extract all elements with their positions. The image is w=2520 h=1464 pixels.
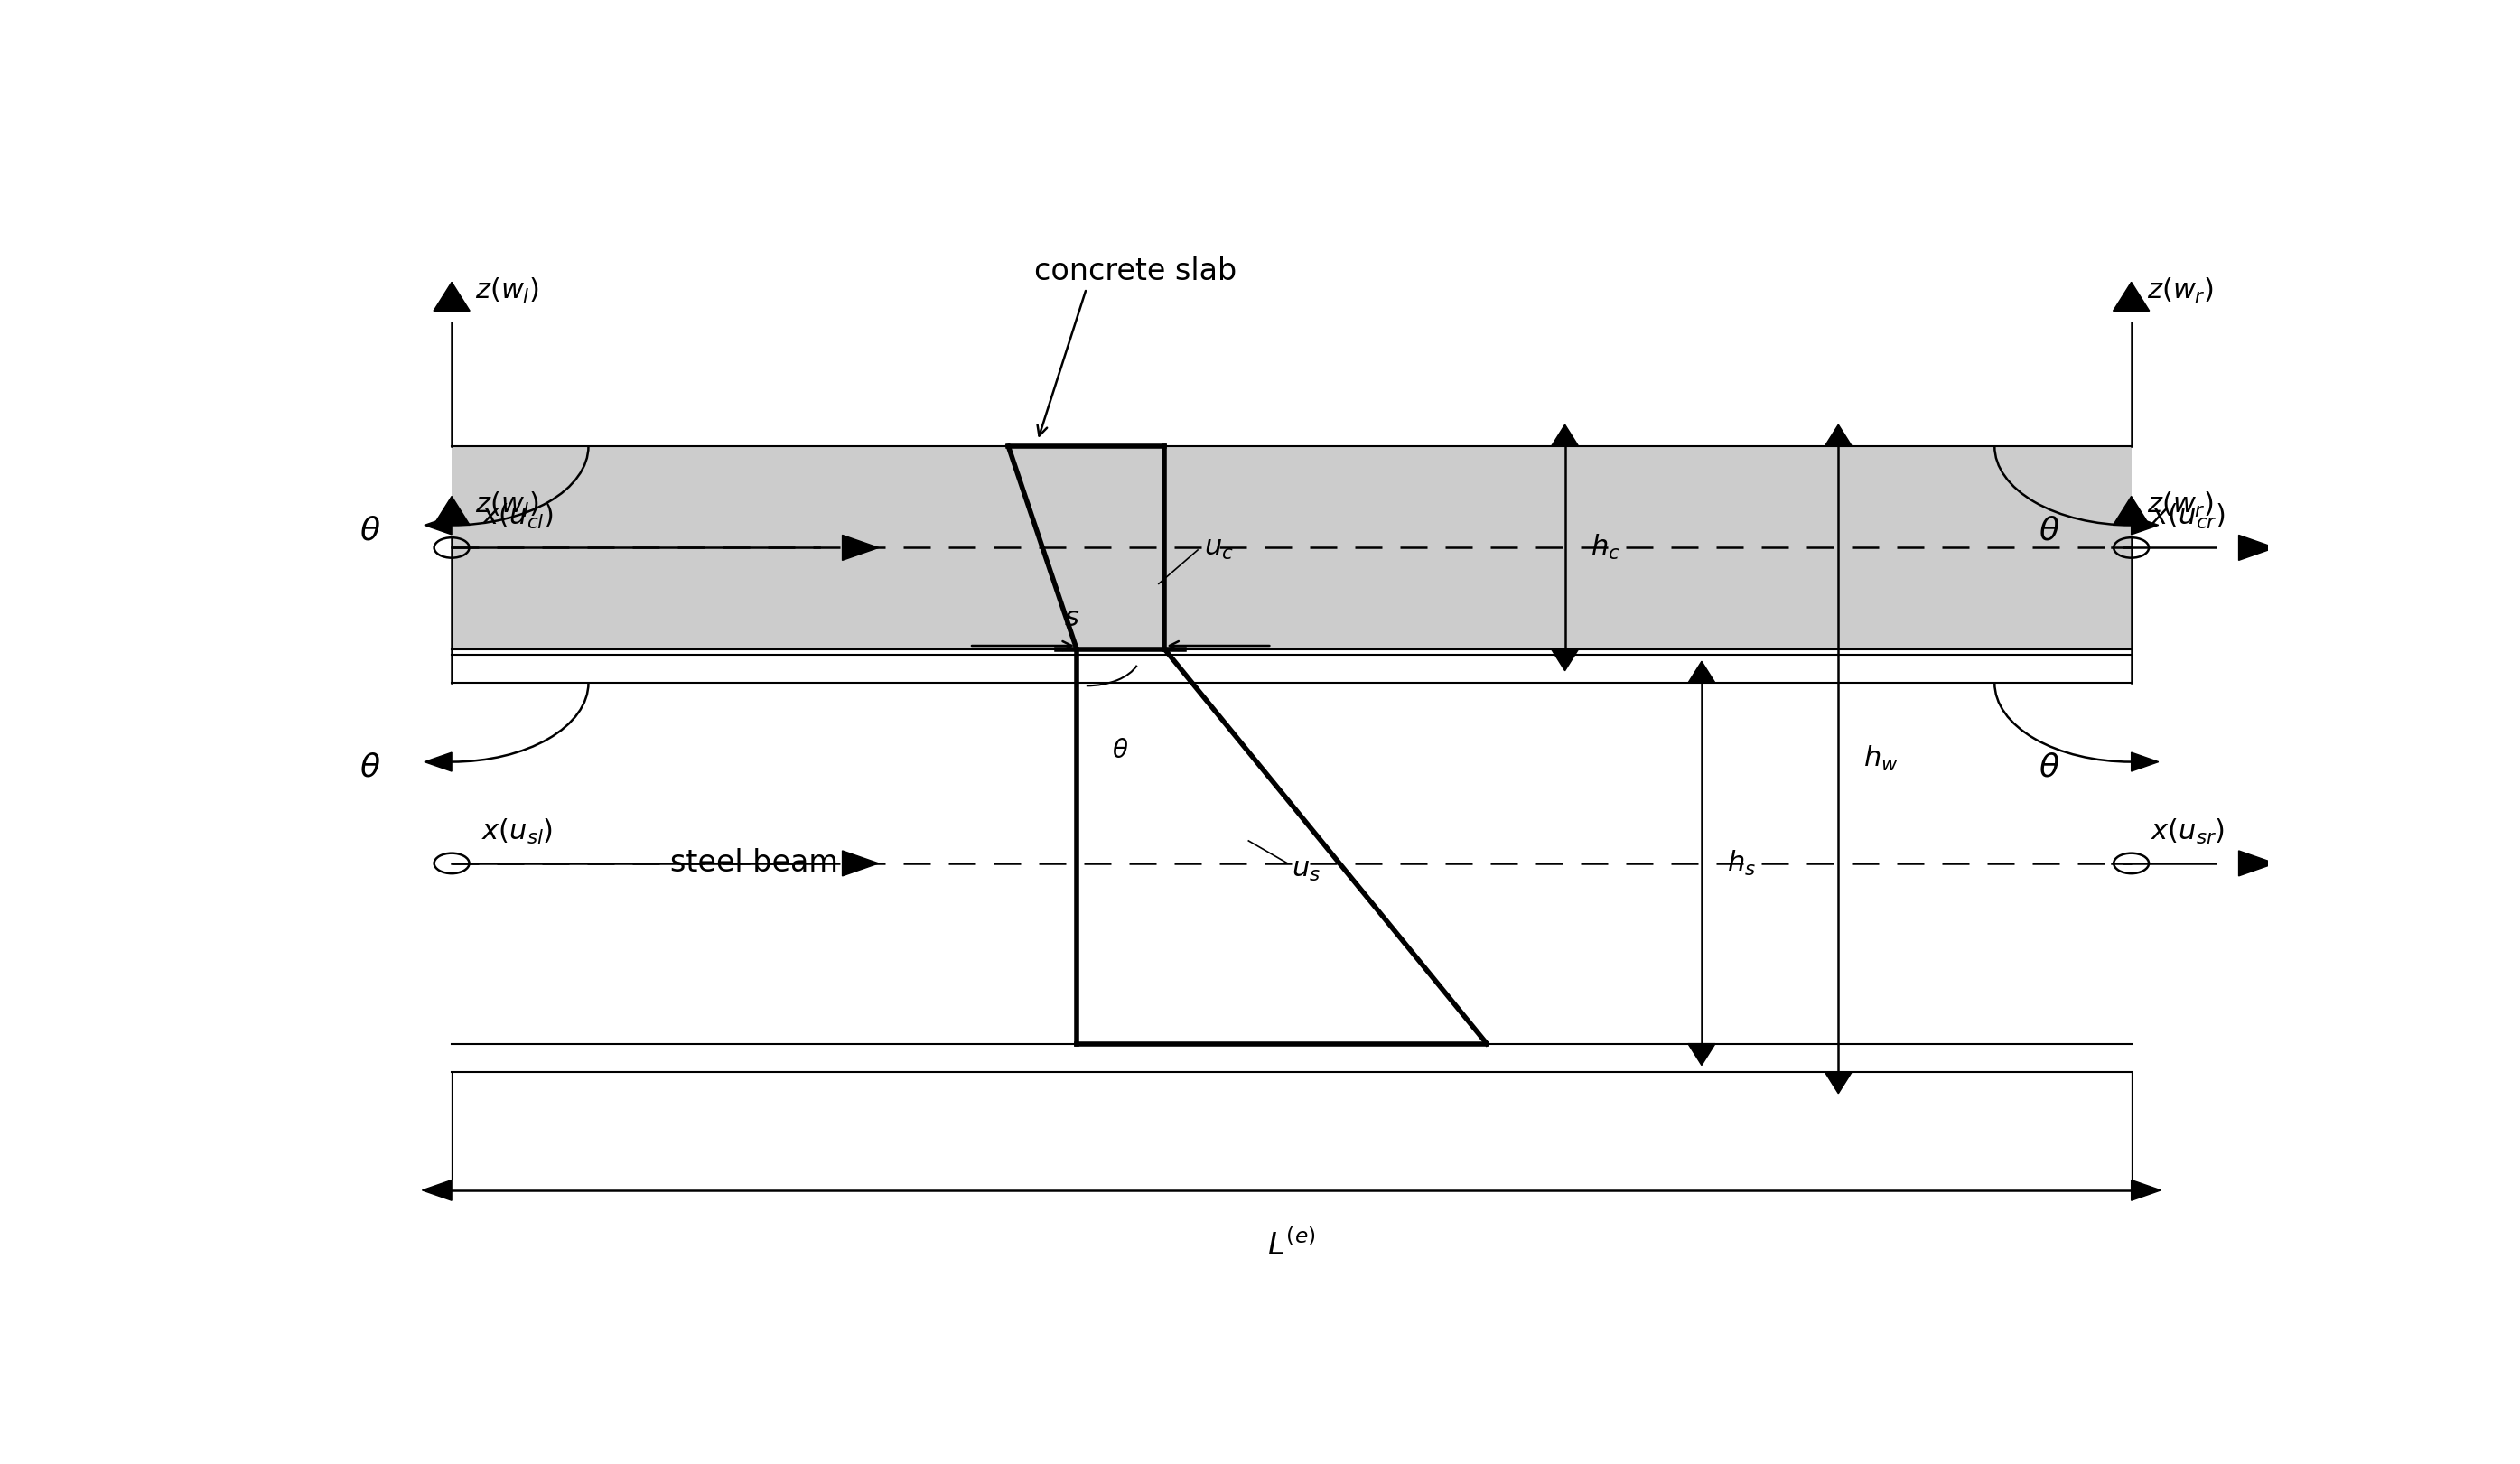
Polygon shape xyxy=(433,496,469,526)
Polygon shape xyxy=(2238,534,2276,561)
Polygon shape xyxy=(1552,649,1578,671)
Polygon shape xyxy=(2132,515,2160,534)
Text: $L^{(e)}$: $L^{(e)}$ xyxy=(1268,1230,1315,1262)
Polygon shape xyxy=(1824,425,1852,447)
Text: $h_s$: $h_s$ xyxy=(1726,849,1756,878)
Polygon shape xyxy=(2238,851,2276,875)
Text: concrete slab: concrete slab xyxy=(1033,256,1237,287)
Text: $x(u_{sr})$: $x(u_{sr})$ xyxy=(2152,817,2225,846)
Polygon shape xyxy=(1552,425,1578,447)
Polygon shape xyxy=(2132,1180,2160,1200)
Polygon shape xyxy=(423,752,451,772)
Polygon shape xyxy=(433,283,469,310)
Polygon shape xyxy=(423,1180,451,1200)
Polygon shape xyxy=(2114,496,2150,526)
Text: $\theta$: $\theta$ xyxy=(360,515,381,546)
Text: $z(w_l)$: $z(w_l)$ xyxy=(476,277,539,306)
Text: $h_c$: $h_c$ xyxy=(1590,533,1620,562)
Text: $z(w_l)$: $z(w_l)$ xyxy=(476,490,539,520)
Text: $s$: $s$ xyxy=(1063,605,1079,632)
Polygon shape xyxy=(423,515,451,534)
Polygon shape xyxy=(2114,283,2150,310)
Polygon shape xyxy=(842,534,879,561)
Polygon shape xyxy=(842,851,879,875)
Text: $\theta$: $\theta$ xyxy=(2039,752,2059,783)
Text: steel beam: steel beam xyxy=(670,849,839,878)
Text: $z(w_r)$: $z(w_r)$ xyxy=(2147,277,2213,306)
Text: $u_s$: $u_s$ xyxy=(1290,855,1320,883)
Polygon shape xyxy=(2132,752,2160,772)
Polygon shape xyxy=(1824,1072,1852,1094)
Polygon shape xyxy=(1688,662,1716,682)
Polygon shape xyxy=(1688,1044,1716,1066)
Text: $\theta$: $\theta$ xyxy=(2039,515,2059,546)
Text: $x(u_{cl})$: $x(u_{cl})$ xyxy=(481,502,552,531)
Text: $\theta$: $\theta$ xyxy=(1111,738,1129,763)
Text: $x(u_{cr})$: $x(u_{cr})$ xyxy=(2152,502,2225,531)
Text: $z(w_r)$: $z(w_r)$ xyxy=(2147,490,2213,520)
Text: $x(u_{sl})$: $x(u_{sl})$ xyxy=(481,817,552,846)
Text: $h_w$: $h_w$ xyxy=(1865,745,1898,773)
Text: $\theta$: $\theta$ xyxy=(360,752,381,783)
Bar xyxy=(451,447,2132,649)
Text: $u_c$: $u_c$ xyxy=(1205,534,1232,562)
